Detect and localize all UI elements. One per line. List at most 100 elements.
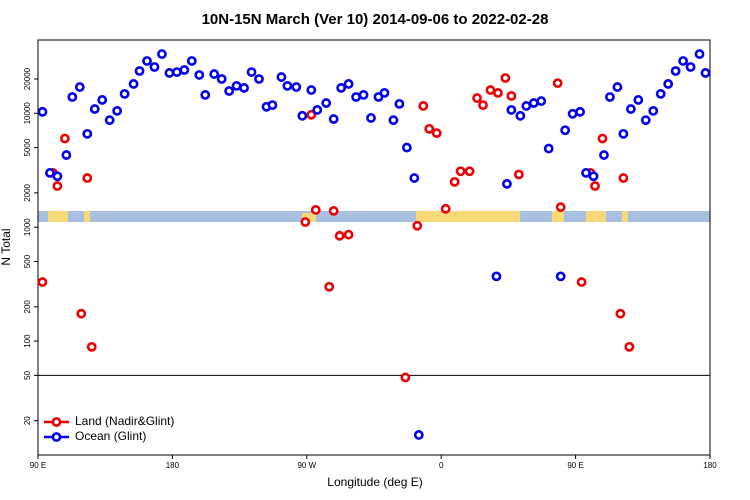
point xyxy=(648,105,659,116)
point xyxy=(464,166,475,177)
legend-label: Land (Nadir&Glint) xyxy=(75,414,174,428)
point xyxy=(513,169,524,180)
x-axis-label: Longitude (deg E) xyxy=(327,475,422,489)
point xyxy=(97,95,108,105)
land-patch xyxy=(84,211,90,222)
y-tick-label: 10000 xyxy=(23,102,32,125)
point xyxy=(478,100,488,111)
point xyxy=(412,220,423,231)
point xyxy=(590,181,600,191)
x-tick-label: 90 E xyxy=(567,461,583,470)
point xyxy=(74,82,85,92)
point xyxy=(581,167,591,178)
point xyxy=(640,115,651,126)
point xyxy=(655,88,666,99)
point xyxy=(400,372,411,383)
point xyxy=(334,230,345,241)
point xyxy=(449,176,460,187)
point xyxy=(555,202,566,213)
point xyxy=(328,114,339,124)
point xyxy=(291,82,302,92)
series-points xyxy=(37,73,635,383)
point xyxy=(52,181,63,191)
point xyxy=(597,133,608,144)
point xyxy=(543,143,554,154)
y-tick-label: 1000 xyxy=(23,218,32,236)
y-tick-label: 100 xyxy=(23,334,32,348)
point xyxy=(424,123,435,134)
point xyxy=(61,150,72,160)
x-tick-label: 180 xyxy=(703,461,717,470)
point xyxy=(82,173,93,183)
y-tick-label: 5000 xyxy=(23,138,32,156)
point xyxy=(472,93,482,103)
point xyxy=(528,98,539,108)
point xyxy=(246,67,257,77)
x-tick-label: 90 W xyxy=(297,461,316,470)
point xyxy=(506,105,517,115)
point xyxy=(552,78,563,89)
land-patch xyxy=(416,211,520,222)
point xyxy=(388,115,399,126)
y-tick-label: 2000 xyxy=(23,183,32,201)
point xyxy=(615,308,626,319)
point xyxy=(254,74,264,84)
point xyxy=(321,98,332,108)
point xyxy=(567,108,578,119)
point xyxy=(455,166,466,177)
point xyxy=(312,105,323,115)
point xyxy=(231,80,242,91)
point xyxy=(52,171,63,182)
chart-title: 10N-15N March (Ver 10) 2014-09-06 to 202… xyxy=(202,11,549,28)
point xyxy=(515,110,526,121)
x-tick-label: 180 xyxy=(166,461,180,470)
land-patch xyxy=(622,211,628,222)
point xyxy=(282,80,293,91)
land-patch xyxy=(552,211,564,222)
point xyxy=(612,82,623,92)
point xyxy=(694,49,705,59)
point xyxy=(112,105,123,116)
point xyxy=(300,217,311,227)
point xyxy=(37,277,48,287)
point xyxy=(86,341,97,352)
point xyxy=(663,79,674,89)
ocean-strip xyxy=(38,211,710,222)
point xyxy=(491,271,502,282)
point xyxy=(104,115,115,126)
point xyxy=(493,88,503,98)
point xyxy=(599,150,609,160)
point xyxy=(149,62,160,72)
point xyxy=(678,56,689,66)
point xyxy=(82,128,93,139)
point xyxy=(336,83,347,93)
point xyxy=(624,341,635,352)
point xyxy=(506,91,517,101)
point xyxy=(618,128,629,139)
point xyxy=(413,430,424,440)
point xyxy=(401,142,412,153)
point xyxy=(409,173,420,183)
point xyxy=(306,109,317,120)
point xyxy=(588,171,599,182)
point xyxy=(164,68,175,78)
point xyxy=(633,95,644,105)
point xyxy=(576,277,587,287)
point xyxy=(605,92,615,102)
x-tick-label: 0 xyxy=(439,461,444,470)
point xyxy=(179,65,190,75)
point xyxy=(700,68,711,78)
point xyxy=(521,101,532,111)
y-tick-label: 500 xyxy=(23,254,32,268)
point xyxy=(142,56,152,66)
point xyxy=(119,88,130,99)
point xyxy=(67,92,78,102)
point xyxy=(351,92,361,102)
point xyxy=(89,104,100,114)
series-points xyxy=(37,49,711,440)
point xyxy=(625,104,636,114)
x-tick-label: 90 E xyxy=(30,461,46,470)
point xyxy=(216,74,227,84)
